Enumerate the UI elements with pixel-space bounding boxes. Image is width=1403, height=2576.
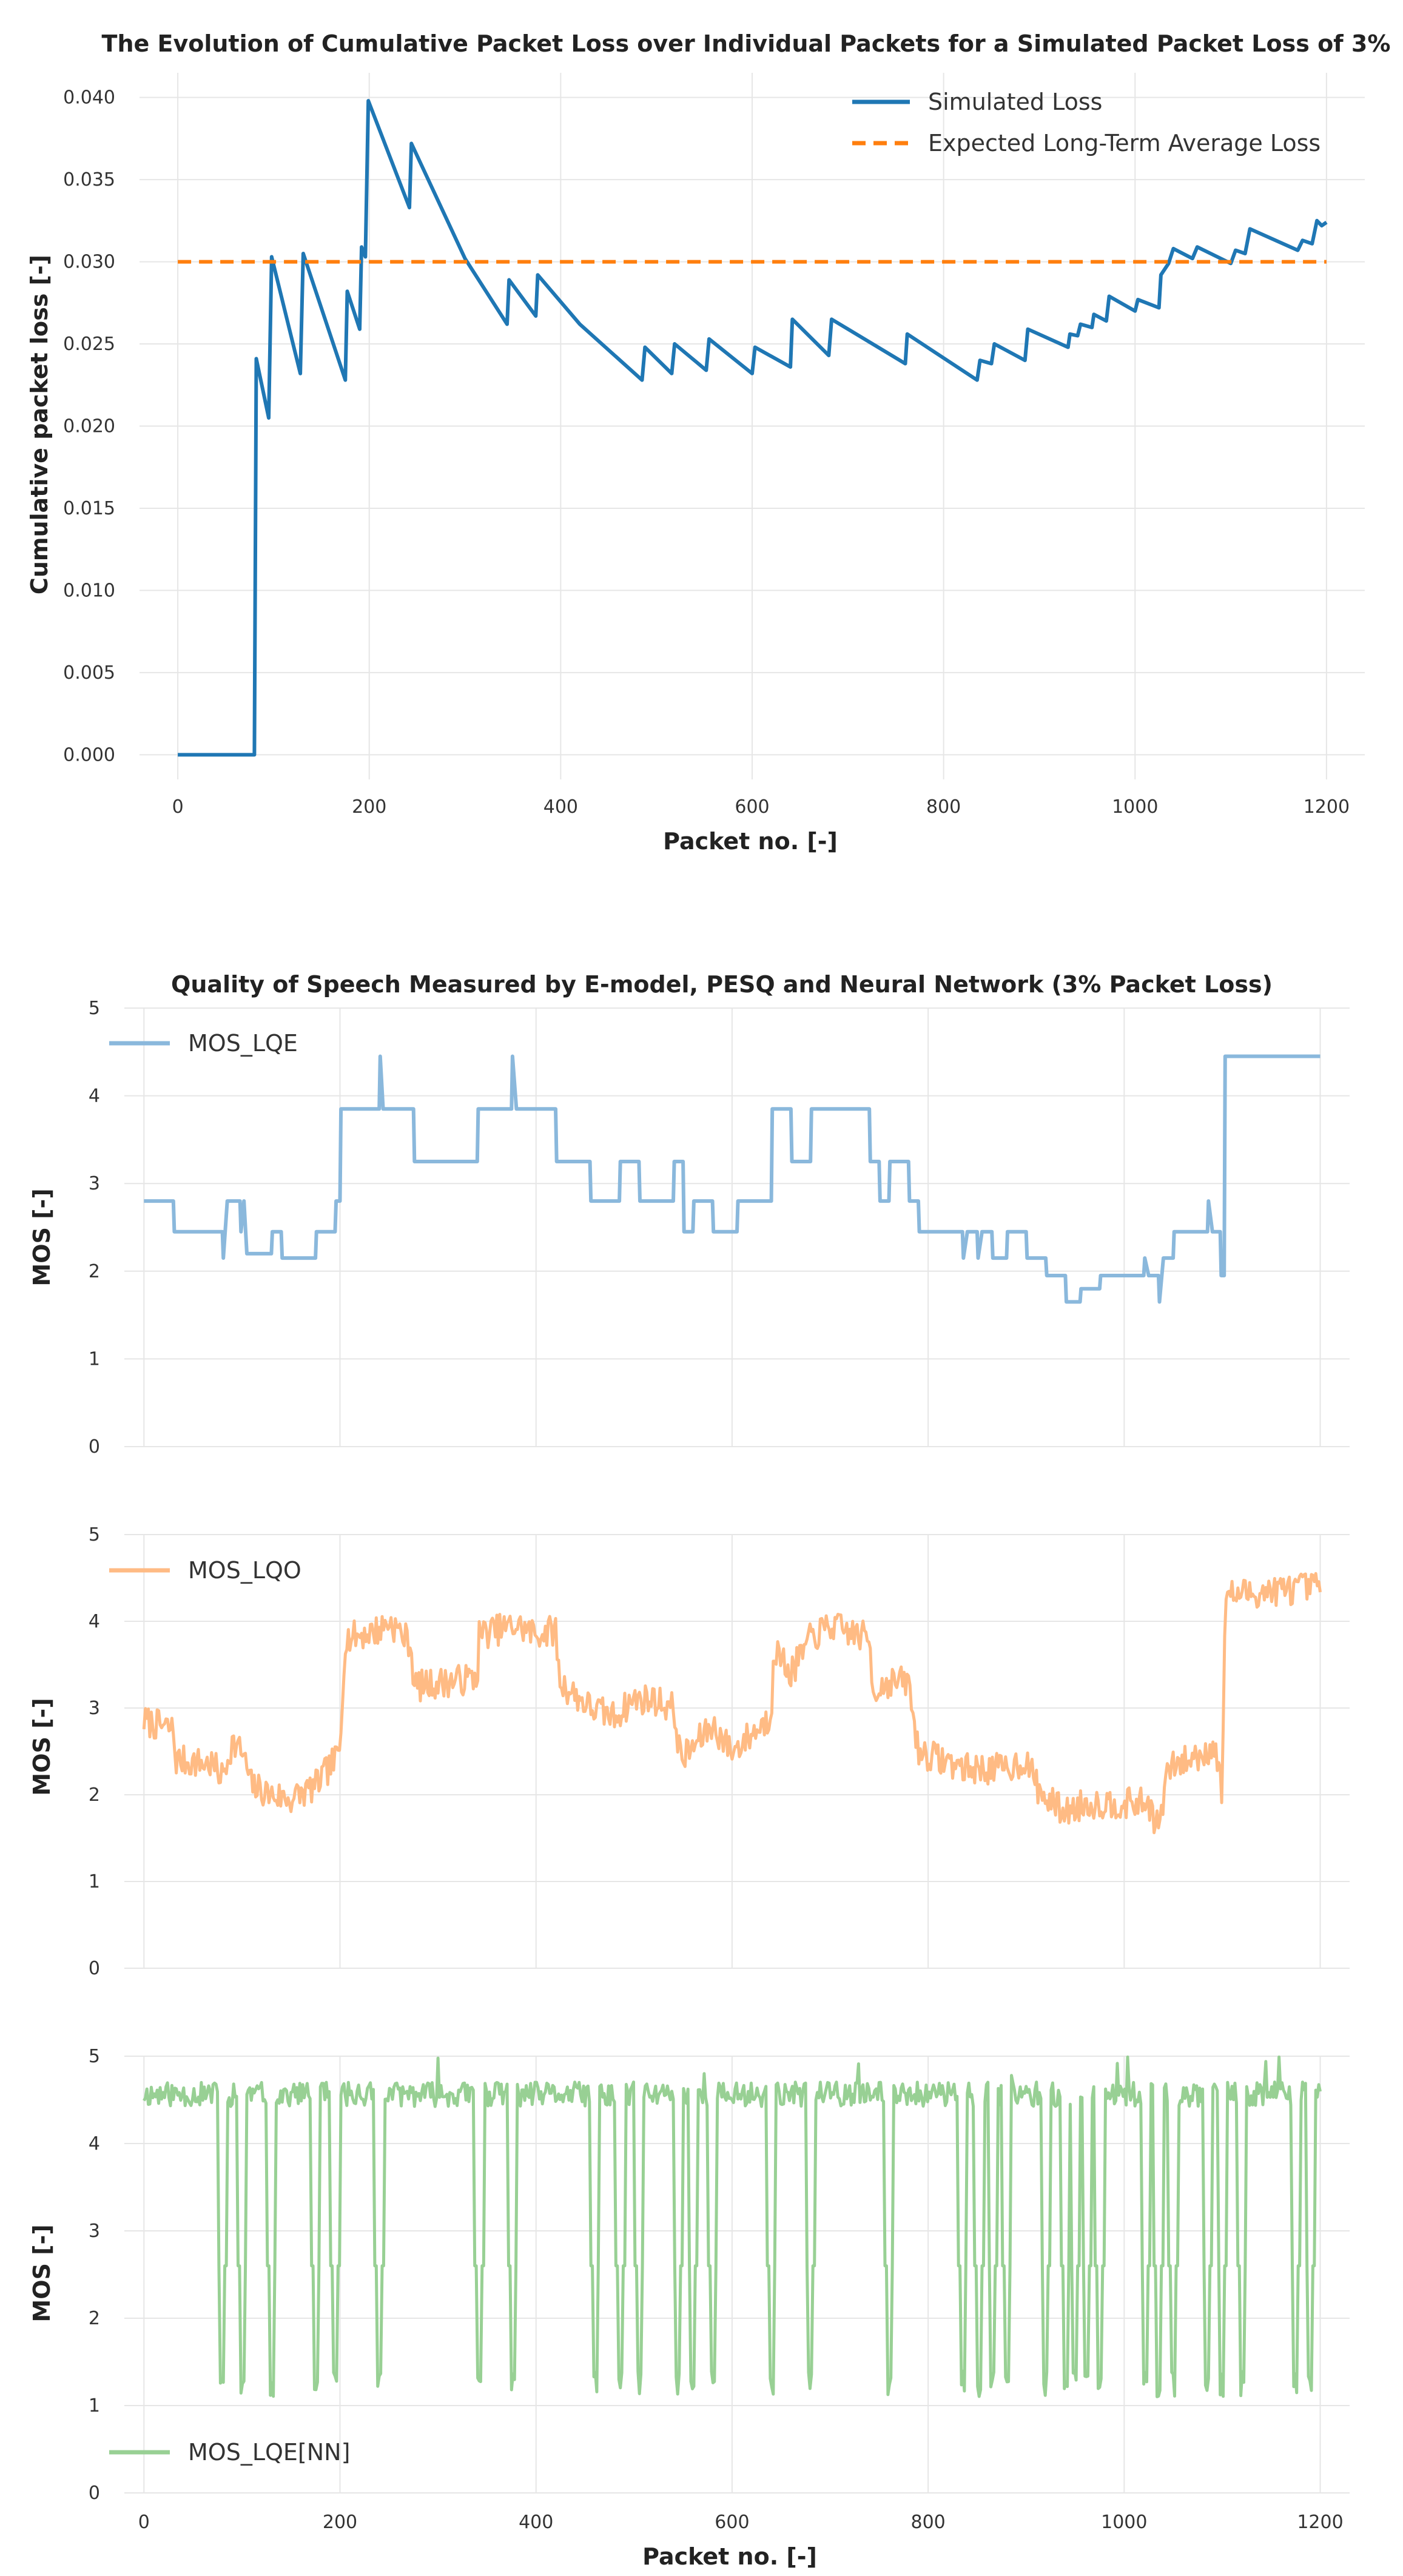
y-tick-label: 2 — [89, 2308, 100, 2329]
y-tick-label: 5 — [89, 998, 100, 1019]
x-tick-label: 1000 — [1112, 796, 1158, 818]
y-tick-label: 2 — [89, 1261, 100, 1282]
chart1-xlabel: Packet no. [-] — [663, 828, 838, 855]
y-tick-label: 4 — [89, 1086, 100, 1107]
legend-label-mos-lqe: MOS_LQE — [188, 1030, 298, 1057]
legend-label-mos-lqe-nn: MOS_LQE[NN] — [188, 2439, 350, 2466]
chart1-title: The Evolution of Cumulative Packet Loss … — [102, 30, 1391, 57]
y-tick-label: 0.035 — [63, 169, 115, 190]
legend-label-expected-loss: Expected Long-Term Average Loss — [928, 130, 1321, 156]
legend-label-mos-lqo: MOS_LQO — [188, 1557, 301, 1584]
panel3-ylabel: MOS [-] — [29, 2224, 55, 2322]
y-tick-label: 5 — [89, 1524, 100, 1545]
y-tick-label: 0.040 — [63, 87, 115, 109]
y-tick-label: 3 — [89, 2221, 100, 2242]
y-tick-label: 3 — [89, 1698, 100, 1719]
y-tick-label: 1 — [89, 1348, 100, 1370]
y-tick-label: 3 — [89, 1173, 100, 1194]
y-tick-label: 1 — [89, 1871, 100, 1892]
mos-lqo-panel: 0 1 2 3 4 5 MOS [-] MOS_LQO — [29, 1524, 1350, 1979]
y-tick-label: 4 — [89, 1611, 100, 1632]
y-tick-label: 0 — [89, 1436, 100, 1458]
chart1-legend: Simulated Loss Expected Long-Term Averag… — [852, 89, 1321, 156]
panel2-ylabel: MOS [-] — [29, 1698, 55, 1795]
y-tick-label: 0 — [89, 1958, 100, 1979]
x-tick-label: 400 — [519, 2512, 553, 2533]
x-tick-label: 0 — [138, 2512, 150, 2533]
chart1-ylabel: Cumulative packet loss [-] — [26, 255, 53, 594]
y-tick-label: 0.010 — [63, 580, 115, 601]
y-tick-label: 1 — [89, 2395, 100, 2416]
x-tick-label: 200 — [323, 2512, 357, 2533]
panel3-xlabel: Packet no. [-] — [642, 2543, 817, 2570]
y-tick-label: 0.015 — [63, 498, 115, 519]
y-tick-label: 0.020 — [63, 416, 115, 437]
x-tick-label: 800 — [926, 796, 961, 818]
legend-label-simulated-loss: Simulated Loss — [928, 89, 1102, 115]
series-line-mos-lqo — [142, 1572, 1322, 1834]
y-tick-label: 0.025 — [63, 334, 115, 355]
y-tick-label: 0 — [89, 2483, 100, 2504]
y-tick-label: 4 — [89, 2133, 100, 2154]
x-tick-label: 600 — [715, 2512, 749, 2533]
x-tick-label: 1200 — [1304, 796, 1350, 818]
series-line-mos-lqe-nn — [143, 2055, 1322, 2398]
x-tick-label: 400 — [543, 796, 578, 818]
mos-lqe-panel: 0 1 2 3 4 5 MOS [-] MOS_LQE — [29, 998, 1350, 1458]
y-tick-label: 0.000 — [63, 744, 115, 765]
x-tick-label: 600 — [735, 796, 769, 818]
panel1-ylabel: MOS [-] — [29, 1188, 55, 1286]
x-tick-label: 200 — [352, 796, 386, 818]
x-tick-label: 800 — [910, 2512, 945, 2533]
series-line-simulated-loss — [178, 99, 1328, 757]
mos-lqe-nn-panel: 0 1 2 3 4 5 0 200 400 600 800 1000 1200 MOS [-] Pac… — [29, 2046, 1350, 2570]
y-tick-label: 5 — [89, 2046, 100, 2067]
y-tick-label: 0.030 — [63, 252, 115, 273]
cumulative-loss-chart: The Evolution of Cumulative Packet Loss … — [26, 30, 1390, 855]
x-tick-label: 1000 — [1101, 2512, 1147, 2533]
series-line-mos-lqe — [144, 1054, 1321, 1304]
x-tick-label: 1200 — [1297, 2512, 1343, 2533]
y-tick-label: 0.005 — [63, 662, 115, 684]
y-tick-label: 2 — [89, 1784, 100, 1806]
x-tick-label: 0 — [172, 796, 184, 818]
chart2-title: Quality of Speech Measured by E-model, P… — [171, 971, 1273, 998]
